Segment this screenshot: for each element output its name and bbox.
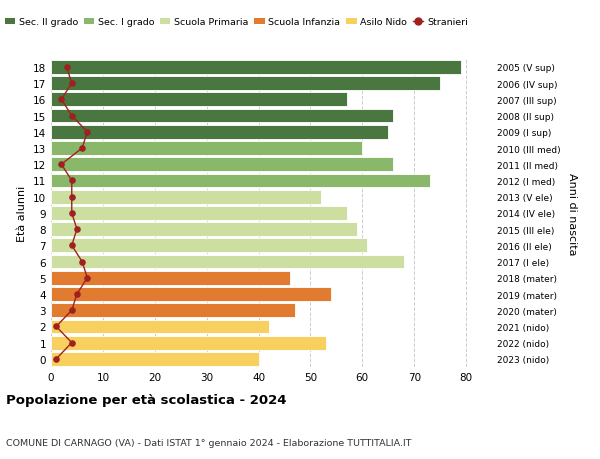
Bar: [51, 352, 259, 366]
Y-axis label: Anni di nascita: Anni di nascita: [567, 172, 577, 255]
Bar: [51, 255, 404, 269]
Bar: [51, 223, 357, 236]
Point: [83, 129, 92, 136]
Bar: [51, 93, 347, 107]
Bar: [51, 174, 430, 188]
Bar: [51, 304, 295, 318]
Bar: [51, 239, 367, 253]
Point: [52, 323, 61, 330]
Bar: [51, 287, 331, 301]
Bar: [51, 320, 269, 334]
Point: [56, 161, 66, 168]
Point: [67, 177, 77, 185]
Y-axis label: Età alunni: Età alunni: [17, 185, 28, 241]
Point: [72, 291, 82, 298]
Point: [67, 242, 77, 250]
Bar: [51, 109, 394, 123]
Bar: [51, 190, 321, 204]
Point: [67, 194, 77, 201]
Point: [83, 274, 92, 282]
Bar: [51, 142, 362, 156]
Text: Popolazione per età scolastica - 2024: Popolazione per età scolastica - 2024: [6, 393, 287, 406]
Point: [67, 210, 77, 217]
Point: [52, 355, 61, 363]
Point: [67, 80, 77, 88]
Point: [77, 258, 87, 266]
Point: [56, 96, 66, 104]
Bar: [51, 77, 440, 91]
Bar: [51, 336, 326, 350]
Bar: [51, 61, 461, 75]
Bar: [51, 207, 347, 220]
Text: COMUNE DI CARNAGO (VA) - Dati ISTAT 1° gennaio 2024 - Elaborazione TUTTITALIA.IT: COMUNE DI CARNAGO (VA) - Dati ISTAT 1° g…: [6, 438, 412, 448]
Point: [67, 307, 77, 314]
Point: [72, 226, 82, 233]
Bar: [51, 158, 394, 172]
Bar: [51, 271, 290, 285]
Point: [67, 112, 77, 120]
Bar: [51, 126, 388, 140]
Point: [62, 64, 71, 72]
Legend: Sec. II grado, Sec. I grado, Scuola Primaria, Scuola Infanzia, Asilo Nido, Stran: Sec. II grado, Sec. I grado, Scuola Prim…: [5, 18, 468, 27]
Point: [77, 145, 87, 152]
Point: [67, 339, 77, 347]
